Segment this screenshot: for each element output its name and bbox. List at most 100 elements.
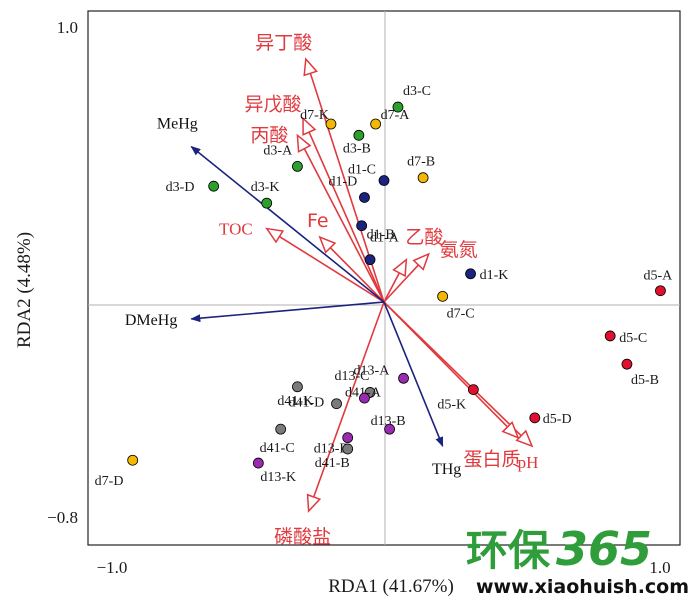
plot-frame <box>87 10 681 546</box>
point-d13-c <box>359 392 370 404</box>
red-vector-7-label: pH <box>518 453 539 472</box>
y-axis-title: RDA2 (4.48%) <box>14 232 35 348</box>
point-d41-c <box>275 423 287 435</box>
point-d1-d <box>359 192 370 203</box>
point-d41-d <box>331 398 342 410</box>
red-vector-3-label: TOC <box>219 220 253 239</box>
point-d5-b <box>621 358 633 370</box>
point-d41-b <box>342 443 354 455</box>
x-tick-right: 1.0 <box>649 558 670 577</box>
point-d5-k-label: d5-K <box>437 398 466 413</box>
red-vector-0-arrowhead <box>303 57 318 77</box>
point-d13-b-label: d13-B <box>371 414 406 429</box>
watermark-brand-number: 365 <box>556 522 652 576</box>
point-d7-a <box>370 118 382 130</box>
point-d5-b-label: d5-B <box>631 373 659 388</box>
point-d7-k-label: d7-K <box>300 108 329 123</box>
red-vector-8 <box>383 301 509 428</box>
red-vector-3-arrowhead <box>265 227 285 244</box>
red-vector-1-arrowhead <box>302 116 317 136</box>
blue-vector-dmehg-label: DMeHg <box>125 312 177 329</box>
sample-point-layer: d3-C d7-K d7-A d3-B d3-A d1-C d7-B d1-D d3-D d3-K… <box>95 84 673 489</box>
point-d5-d-label: d5-D <box>543 412 572 427</box>
red-vector-2-label: 丙酸 <box>250 124 288 146</box>
red-vector-3 <box>279 235 385 303</box>
x-tick-left: −1.0 <box>97 558 128 577</box>
blue-vector-mehg <box>190 145 385 303</box>
point-d1-c-label: d1-C <box>348 163 376 178</box>
watermark-logo: 环保 365 www.xiaohuish.com <box>466 522 689 598</box>
red-vector-8-label: 蛋白质 <box>464 449 521 471</box>
point-d3-c-label: d3-C <box>403 84 431 99</box>
red-vector-0-label: 异丁酸 <box>255 32 312 54</box>
point-d41-d-label: d41-D <box>289 396 325 411</box>
point-d13-d-label: d13-D <box>314 442 350 457</box>
red-vector-5 <box>383 272 401 303</box>
watermark-brand-text: 环保 <box>466 526 551 575</box>
point-d1-b-label: d1-B <box>367 228 395 243</box>
red-vector-9-arrowhead <box>306 493 322 513</box>
point-d13-a-label: d13-A <box>354 363 391 378</box>
blue-vector-thg <box>383 301 444 448</box>
red-vector-5-arrowhead <box>392 257 408 278</box>
point-d1-c <box>378 175 390 186</box>
point-d3-k-label: d3-K <box>251 180 280 195</box>
point-d3-b-label: d3-B <box>343 141 371 156</box>
point-d13-k-label: d13-K <box>260 470 296 485</box>
red-vector-9-label: 磷酸盐 <box>274 526 331 548</box>
point-d1-k-label: d1-K <box>480 268 509 283</box>
point-d41-k-label: d41-K <box>277 394 313 409</box>
point-d5-c-label: d5-C <box>619 331 647 346</box>
point-d13-c-label: d13-C <box>334 369 369 384</box>
point-d1-k <box>465 268 476 280</box>
point-d5-a-label: d5-A <box>643 269 673 284</box>
point-d3-d-label: d3-D <box>166 180 195 195</box>
y-tick-top: 1.0 <box>57 18 78 37</box>
red-vector-8-arrowhead <box>501 421 520 439</box>
red-vector-5-label: 乙酸 <box>405 227 443 249</box>
point-d7-c-label: d7-C <box>447 306 475 321</box>
point-d3-a-label: d3-A <box>263 143 293 158</box>
red-vector-2-arrowhead <box>296 133 312 153</box>
point-d41-c-label: d41-C <box>260 441 295 456</box>
point-d1-b <box>356 220 368 232</box>
point-d1-a <box>364 254 376 266</box>
red-vector-4 <box>329 247 385 303</box>
red-vector-4-arrowhead <box>318 235 337 254</box>
point-d3-a <box>292 160 303 172</box>
point-d7-a-label: d7-A <box>381 108 411 123</box>
red-vector-1 <box>308 131 385 303</box>
point-d3-d <box>208 180 220 192</box>
y-tick-bottom: −0.8 <box>47 508 78 527</box>
point-d7-b <box>417 172 429 184</box>
point-d7-k <box>325 118 337 130</box>
point-d5-a <box>655 285 666 297</box>
point-d13-k <box>252 457 264 469</box>
point-d5-d <box>529 412 541 424</box>
x-axis-title: RDA1 (41.67%) <box>328 576 454 597</box>
blue-vector-dmehg <box>190 301 385 323</box>
point-d3-b <box>353 129 365 141</box>
red-vector-6-label: 氨氮 <box>440 239 478 261</box>
point-d13-d <box>342 432 354 444</box>
red-vector-6-arrowhead <box>412 252 430 271</box>
point-d7-b-label: d7-B <box>407 155 435 170</box>
red-vector-1-label: 异戊酸 <box>245 93 302 115</box>
point-d13-a <box>398 372 409 384</box>
point-d3-k <box>261 197 273 209</box>
red-vector-9 <box>312 301 385 498</box>
blue-vector-layer: MeHg DMeHg THg <box>125 116 461 478</box>
point-d7-d <box>127 454 139 466</box>
point-d41-k <box>292 381 303 393</box>
blue-vector-thg-label: THg <box>432 461 461 478</box>
point-d1-d-label: d1-D <box>328 174 357 189</box>
point-d5-k <box>467 384 479 396</box>
red-vector-4-label: Fe <box>307 210 329 232</box>
point-d3-c <box>392 101 404 113</box>
point-d7-d-label: d7-D <box>95 474 124 489</box>
point-d1-a-label: d1-A <box>370 231 400 246</box>
red-vector-2 <box>303 148 385 303</box>
red-vector-6 <box>383 264 420 303</box>
